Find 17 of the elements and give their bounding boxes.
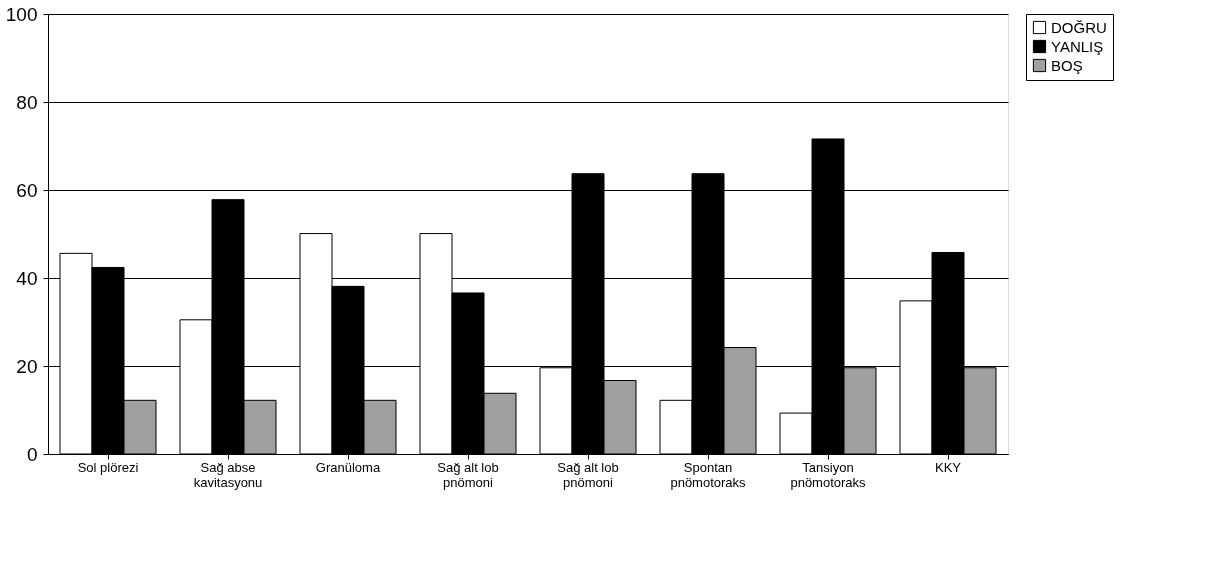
legend-label: YANLIŞ: [1051, 37, 1104, 55]
y-tick-label: 60: [16, 179, 38, 201]
x-tick-label: Tansiyon pnömotoraks: [790, 459, 867, 490]
legend-label: BOŞ: [1051, 56, 1083, 74]
x-tick-label: Sağ abse kavitasyonu: [193, 459, 263, 490]
y-tick-label: 0: [26, 443, 38, 465]
x-tick-label: Sol plörezi: [77, 459, 139, 475]
y-tick-label: 40: [16, 267, 38, 289]
y-tick-label: 80: [16, 91, 38, 113]
y-tick-label: 100: [5, 3, 38, 25]
y-tick-label: 20: [16, 355, 38, 377]
x-tick-label: Spontan pnömotoraks: [670, 459, 747, 490]
x-tick-label: Sağ alt lob pnömoni: [557, 459, 619, 490]
x-tick-label: Granüloma: [315, 459, 381, 475]
x-tick-label: KKY: [934, 459, 962, 475]
legend-label: DOĞRU: [1051, 18, 1107, 36]
x-tick-label: Sağ alt lob pnömoni: [437, 459, 499, 490]
